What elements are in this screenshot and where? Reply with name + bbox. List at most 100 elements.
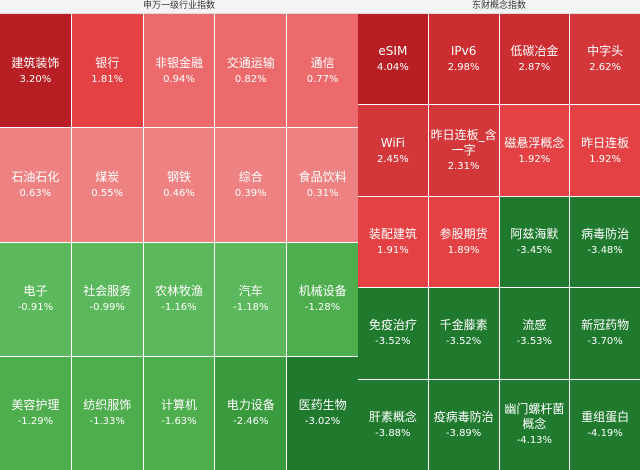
concept-tile[interactable]: 参股期货 1.89% — [428, 196, 499, 288]
tile-change-value: 2.45% — [376, 153, 409, 165]
concept-tile[interactable]: 千金藤素 -3.52% — [428, 288, 499, 379]
concept-tile[interactable]: 疫病毒防治 -3.89% — [428, 379, 499, 470]
concept-tile[interactable]: 中字头 2.62% — [570, 14, 640, 105]
tile-change-value: 0.77% — [306, 73, 339, 85]
tile-change-value: -3.88% — [375, 427, 411, 439]
tile-name: 交通运输 — [226, 55, 275, 70]
concept-tile[interactable]: WiFi 2.45% — [358, 105, 428, 196]
tile-name: 免疫治疗 — [368, 318, 417, 333]
industry-tile[interactable]: 石油石化 0.63% — [0, 128, 71, 242]
tile-name: 磁悬浮概念 — [504, 135, 565, 150]
tile-change-value: -1.29% — [17, 416, 54, 428]
concept-tile[interactable]: 磁悬浮概念 1.92% — [499, 105, 570, 196]
tile-name: IPv6 — [450, 44, 477, 59]
tile-change-value: -4.13% — [516, 435, 553, 447]
industry-tile[interactable]: 通信 0.77% — [287, 14, 358, 128]
industry-tile[interactable]: 医药生物 -3.02% — [287, 356, 358, 470]
industry-tile[interactable]: 汽车 -1.18% — [215, 242, 287, 356]
concept-tile[interactable]: 装配建筑 1.91% — [358, 196, 428, 288]
tile-change-value: 2.62% — [589, 62, 622, 74]
tile-name: 非银金融 — [154, 55, 203, 70]
tile-name: 钢铁 — [166, 169, 191, 184]
tile-name: 流感 — [522, 318, 547, 333]
industry-tile[interactable]: 纺织服饰 -1.33% — [71, 356, 143, 470]
concept-tile[interactable]: 肝素概念 -3.88% — [358, 379, 428, 470]
concept-heatmap-panel: 东财概念指数 eSIM 4.04% IPv6 2.98% 低碳冶金 2.87% 中字头 2.6… — [358, 0, 640, 470]
concept-tile[interactable]: 重组蛋白 -4.19% — [570, 379, 640, 470]
tile-name: eSIM — [378, 44, 408, 59]
tile-name: 新冠药物 — [581, 318, 630, 333]
tile-change-value: 0.39% — [234, 187, 267, 199]
concept-tile[interactable]: 免疫治疗 -3.52% — [358, 288, 428, 379]
tile-name: 疫病毒防治 — [433, 409, 494, 424]
tile-name: 食品饮料 — [298, 169, 347, 184]
industry-tile[interactable]: 非银金融 0.94% — [143, 14, 215, 128]
concept-tile[interactable]: 昨日连板_含一字 2.31% — [428, 105, 499, 196]
tile-change-value: 1.92% — [589, 153, 622, 165]
industry-tile[interactable]: 美容护理 -1.29% — [0, 356, 71, 470]
industry-tile[interactable]: 建筑装饰 3.20% — [0, 14, 71, 128]
tile-change-value: -3.45% — [516, 244, 553, 256]
concept-tile[interactable]: eSIM 4.04% — [358, 14, 428, 105]
tile-name: 幽门螺杆菌概念 — [504, 402, 565, 432]
concept-tile[interactable]: IPv6 2.98% — [428, 14, 499, 105]
tile-name: 石油石化 — [11, 169, 60, 184]
tile-name: 建筑装饰 — [11, 55, 60, 70]
concept-tile[interactable]: 低碳冶金 2.87% — [499, 14, 570, 105]
tile-change-value: -3.70% — [587, 336, 623, 348]
tile-change-value: -2.46% — [233, 416, 269, 428]
tile-name: 计算机 — [160, 398, 197, 413]
tile-change-value: 2.87% — [518, 62, 551, 74]
tile-name: 美容护理 — [11, 398, 60, 413]
concept-tile[interactable]: 昨日连板 1.92% — [570, 105, 640, 196]
tile-name: 综合 — [238, 169, 263, 184]
tile-change-value: 2.98% — [447, 62, 480, 74]
industry-tile[interactable]: 农林牧渔 -1.16% — [143, 242, 215, 356]
industry-tile[interactable]: 电子 -0.91% — [0, 242, 71, 356]
tile-name: 汽车 — [238, 284, 263, 299]
tile-name: 纺织服饰 — [83, 398, 132, 413]
tile-change-value: -3.02% — [304, 416, 341, 428]
tile-change-value: 3.20% — [19, 73, 52, 85]
tile-name: 病毒防治 — [581, 226, 630, 241]
tile-change-value: 0.94% — [163, 73, 195, 85]
tile-name: 机械设备 — [298, 284, 347, 299]
tile-change-value: -1.33% — [89, 416, 125, 428]
concept-tile[interactable]: 幽门螺杆菌概念 -4.13% — [499, 379, 570, 470]
tile-name: 装配建筑 — [368, 226, 417, 241]
industry-tile[interactable]: 钢铁 0.46% — [143, 128, 215, 242]
industry-tile[interactable]: 电力设备 -2.46% — [215, 356, 287, 470]
tile-name: 肝素概念 — [368, 409, 417, 424]
tile-name: 煤炭 — [95, 169, 120, 184]
industry-tile[interactable]: 社会服务 -0.99% — [71, 242, 143, 356]
tile-change-value: -3.53% — [516, 336, 553, 348]
tile-change-value: -3.48% — [587, 244, 623, 256]
industry-tile[interactable]: 交通运输 0.82% — [215, 14, 287, 128]
tile-change-value: -1.28% — [304, 302, 341, 314]
concept-tile[interactable]: 阿兹海默 -3.45% — [499, 196, 570, 288]
tile-change-value: -1.18% — [233, 302, 269, 314]
industry-panel-title: 申万一级行业指数 — [0, 0, 358, 14]
tile-name: 昨日连板 — [581, 135, 630, 150]
industry-tile[interactable]: 综合 0.39% — [215, 128, 287, 242]
industry-heatmap-panel: 申万一级行业指数 建筑装饰 3.20% 银行 1.81% 非银金融 0.94% 交通运输 0.… — [0, 0, 358, 470]
concept-tile-grid: eSIM 4.04% IPv6 2.98% 低碳冶金 2.87% 中字头 2.62% WiFi 2… — [358, 14, 640, 470]
tile-name: 银行 — [95, 55, 120, 70]
concept-panel-title: 东财概念指数 — [358, 0, 640, 14]
industry-tile[interactable]: 煤炭 0.55% — [71, 128, 143, 242]
concept-tile[interactable]: 流感 -3.53% — [499, 288, 570, 379]
tile-change-value: -3.52% — [375, 336, 411, 348]
tile-name: 通信 — [310, 55, 335, 70]
industry-tile[interactable]: 食品饮料 0.31% — [287, 128, 358, 242]
tile-change-value: -1.16% — [161, 302, 197, 314]
tile-name: 参股期货 — [439, 226, 488, 241]
concept-tile[interactable]: 新冠药物 -3.70% — [570, 288, 640, 379]
tile-change-value: -0.91% — [17, 302, 54, 314]
industry-tile[interactable]: 计算机 -1.63% — [143, 356, 215, 470]
tile-change-value: -4.19% — [587, 427, 623, 439]
concept-tile[interactable]: 病毒防治 -3.48% — [570, 196, 640, 288]
tile-change-value: -0.99% — [89, 302, 125, 314]
industry-tile[interactable]: 机械设备 -1.28% — [287, 242, 358, 356]
industry-tile[interactable]: 银行 1.81% — [71, 14, 143, 128]
tile-name: 昨日连板_含一字 — [430, 128, 497, 158]
